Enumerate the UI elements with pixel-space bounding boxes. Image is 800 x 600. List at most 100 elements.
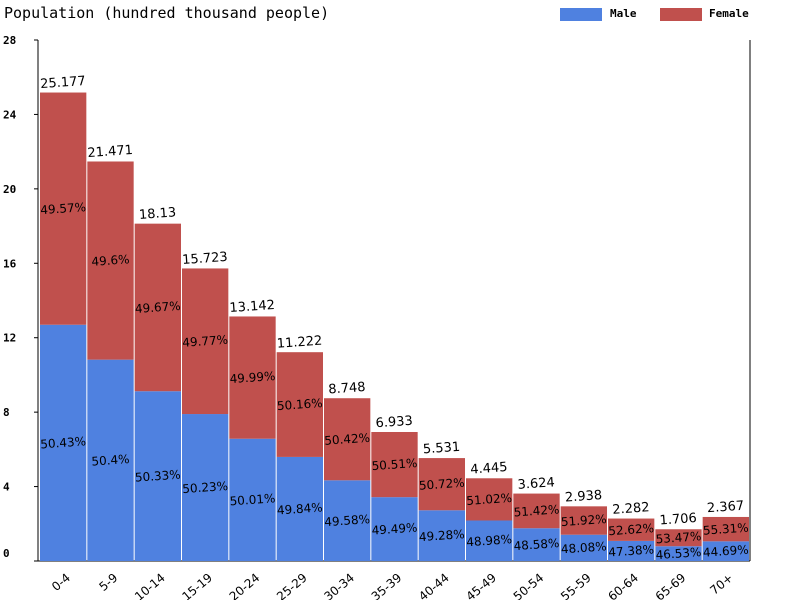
- total-label: 4.445: [470, 460, 508, 478]
- total-label: 2.282: [612, 500, 650, 518]
- female-percent-label: 49.67%: [135, 299, 182, 316]
- bars: [40, 92, 749, 561]
- y-tick-label: 28: [3, 34, 16, 47]
- legend-male-label: Male: [610, 7, 637, 20]
- bar-male: [513, 528, 560, 561]
- bar-female: [40, 92, 87, 325]
- x-tick-label: 10-14: [132, 571, 168, 600]
- bar-female: [182, 268, 229, 415]
- total-label: 25.177: [40, 74, 86, 92]
- total-label: 15.723: [182, 250, 228, 268]
- x-tick-label: 40-44: [416, 571, 452, 600]
- female-percent-label: 51.42%: [513, 502, 560, 519]
- male-percent-label: 48.98%: [466, 532, 513, 549]
- male-percent-label: 46.53%: [655, 545, 702, 562]
- total-label: 11.222: [276, 334, 322, 352]
- bar-female: [702, 516, 749, 542]
- legend-female-label: Female: [709, 7, 749, 20]
- female-percent-label: 52.62%: [608, 521, 655, 538]
- bar-female: [276, 352, 323, 457]
- x-tick-label: 60-64: [605, 571, 641, 600]
- total-label: 6.933: [375, 414, 413, 432]
- bar-male: [87, 359, 134, 561]
- bar-female: [655, 529, 702, 547]
- male-percent-label: 49.49%: [371, 521, 418, 538]
- male-percent-label: 50.43%: [40, 434, 87, 451]
- female-percent-label: 55.31%: [703, 521, 750, 538]
- bar-male: [560, 534, 607, 561]
- bar-male: [371, 497, 418, 561]
- total-label: 8.748: [328, 380, 366, 398]
- total-label: 1.706: [659, 511, 697, 529]
- bar-female: [608, 518, 655, 541]
- x-tick-label: 0-4: [49, 571, 73, 594]
- bar-male: [466, 520, 513, 561]
- total-label: 2.938: [565, 488, 603, 506]
- female-percent-label: 51.92%: [561, 512, 608, 529]
- female-percent-label: 50.42%: [324, 431, 371, 448]
- bar-male: [40, 324, 87, 561]
- female-percent-label: 50.72%: [419, 476, 466, 493]
- female-percent-label: 50.16%: [277, 396, 324, 413]
- bar-male: [276, 456, 323, 561]
- bar-female: [560, 506, 607, 535]
- bar-male: [134, 391, 181, 561]
- bar-female: [418, 458, 465, 511]
- total-label: 21.471: [87, 143, 133, 161]
- y-tick-label: 8: [3, 406, 10, 419]
- x-tick-label: 15-19: [179, 571, 215, 600]
- x-tick-label: 55-59: [558, 571, 594, 600]
- male-percent-label: 49.28%: [419, 527, 466, 544]
- total-label: 5.531: [423, 440, 461, 458]
- total-label: 13.142: [229, 298, 275, 316]
- x-tick-label: 35-39: [369, 571, 405, 600]
- legend: Male Female: [560, 7, 749, 21]
- male-percent-label: 44.69%: [703, 543, 750, 560]
- x-tick-label: 45-49: [463, 571, 499, 600]
- female-percent-label: 49.6%: [91, 252, 130, 269]
- male-percent-label: 48.08%: [561, 539, 608, 556]
- y-tick-label: 24: [3, 108, 17, 121]
- x-tick-label: 5-9: [96, 571, 120, 594]
- male-percent-label: 49.58%: [324, 512, 371, 529]
- total-label: 18.13: [139, 205, 177, 223]
- bar-female: [466, 478, 513, 521]
- y-tick-label: 4: [3, 481, 10, 494]
- male-percent-label: 50.23%: [182, 479, 229, 496]
- total-label: 2.367: [707, 499, 745, 517]
- y-tick-label: 16: [3, 257, 17, 270]
- bar-female: [134, 223, 181, 392]
- female-percent-label: 49.77%: [182, 333, 229, 350]
- y-tick-label: 0: [3, 547, 10, 560]
- male-percent-label: 50.4%: [91, 452, 130, 469]
- bar-female: [87, 161, 134, 360]
- x-tick-label: 20-24: [227, 571, 263, 600]
- bar-male: [229, 438, 276, 561]
- bar-female: [371, 431, 418, 498]
- female-percent-label: 50.51%: [371, 456, 418, 473]
- bar-male: [182, 414, 229, 561]
- total-label: 3.624: [517, 475, 555, 493]
- bar-male: [702, 541, 749, 561]
- bar-male: [324, 480, 371, 561]
- y-tick-label: 12: [3, 332, 16, 345]
- male-percent-label: 50.33%: [135, 468, 182, 485]
- female-percent-label: 53.47%: [655, 529, 702, 546]
- male-percent-label: 49.84%: [277, 500, 324, 517]
- male-percent-label: 47.38%: [608, 542, 655, 559]
- bar-female: [229, 316, 276, 439]
- bar-male: [608, 540, 655, 561]
- bar-female: [513, 493, 560, 529]
- x-tick-label: 65-69: [653, 571, 689, 600]
- chart-title: Population (hundred thousand people): [4, 4, 329, 22]
- male-percent-label: 48.58%: [513, 536, 560, 553]
- x-tick-label: 70+: [707, 571, 735, 598]
- female-percent-label: 49.57%: [40, 200, 87, 217]
- x-tick-label: 25-29: [274, 571, 310, 600]
- x-tick-label: 30-34: [321, 571, 357, 600]
- x-tick-label: 50-54: [511, 571, 547, 600]
- legend-female-swatch: [660, 8, 702, 21]
- legend-male-swatch: [560, 8, 602, 21]
- male-percent-label: 50.01%: [229, 491, 276, 508]
